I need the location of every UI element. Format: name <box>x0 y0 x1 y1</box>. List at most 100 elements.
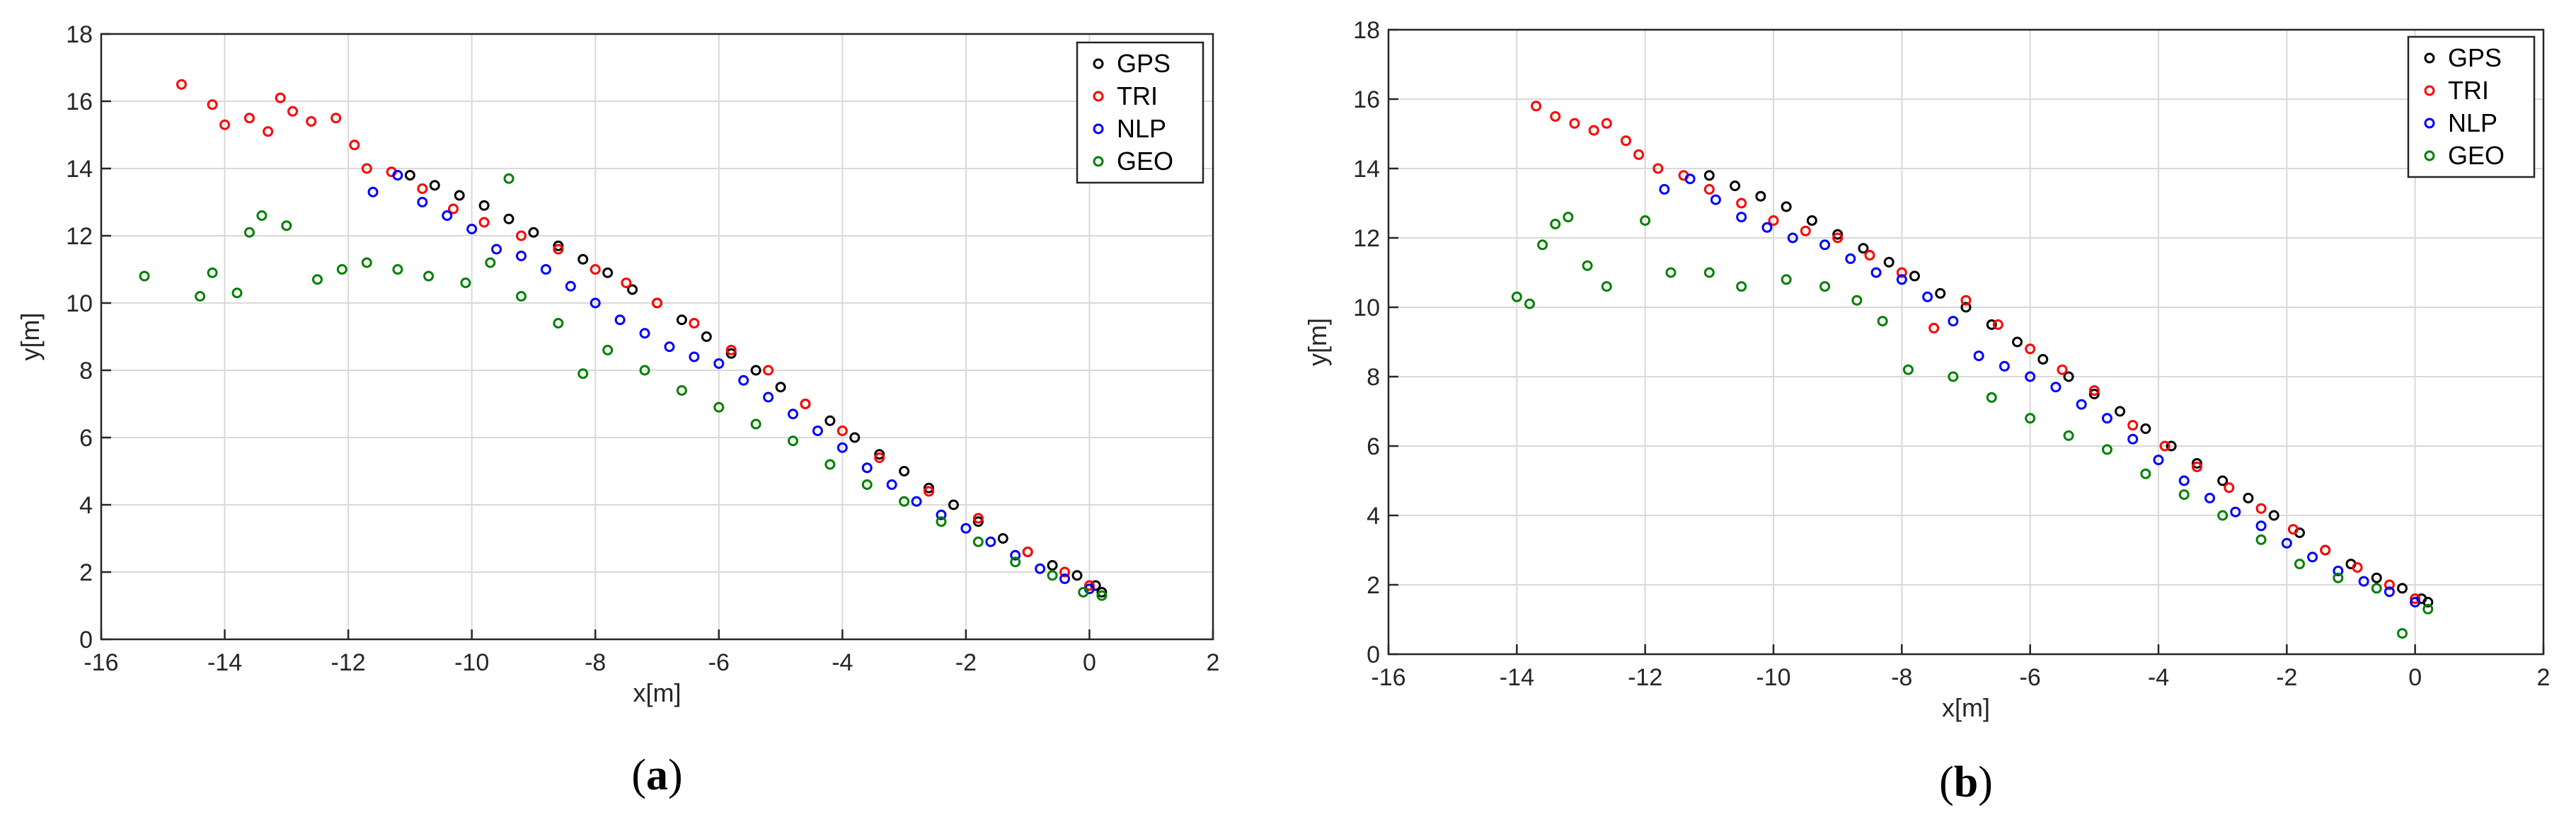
legend-box <box>1076 41 1204 184</box>
data-point-nlp <box>2178 475 2190 486</box>
x-tick-label: -2 <box>2276 664 2297 691</box>
y-tick-label: 16 <box>66 89 93 115</box>
data-point-nlp <box>2101 413 2112 424</box>
x-tick-label: 0 <box>1083 649 1096 676</box>
data-point-tri <box>2255 503 2267 514</box>
data-point-geo <box>336 264 347 275</box>
data-point-tri <box>1569 118 1580 129</box>
data-point-nlp <box>392 170 403 181</box>
x-tick-label: -16 <box>84 649 118 676</box>
y-tick-label: 0 <box>79 627 93 653</box>
data-point-nlp <box>861 462 873 474</box>
y-tick-label: 0 <box>1367 641 1380 668</box>
data-point-tri <box>1896 267 1907 278</box>
data-point-tri <box>1083 580 1095 591</box>
data-point-nlp <box>1948 316 1959 327</box>
data-point-gps <box>2063 371 2074 382</box>
data-point-geo <box>1819 281 1831 292</box>
y-tick-label: 4 <box>79 492 93 519</box>
data-point-tri <box>263 126 274 137</box>
data-point-nlp <box>1999 360 2010 372</box>
y-tick-label: 8 <box>1367 364 1380 391</box>
data-point-nlp <box>1896 274 1907 285</box>
legend-label-gps: GPS <box>2448 43 2502 72</box>
data-point-nlp <box>614 314 626 326</box>
data-point-geo <box>2294 559 2305 570</box>
data-point-gps <box>404 170 415 181</box>
y-tick-label: 8 <box>79 358 93 384</box>
data-point-tri <box>306 116 317 127</box>
data-point-nlp <box>1035 563 1046 574</box>
legend-label-nlp: NLP <box>1117 114 1166 143</box>
data-point-geo <box>1047 570 1058 581</box>
data-point-nlp <box>515 251 527 261</box>
data-point-nlp <box>689 351 700 363</box>
data-point-tri <box>2191 461 2202 472</box>
data-point-nlp <box>1736 212 1747 223</box>
data-point-nlp <box>2255 520 2267 532</box>
data-point-gps <box>1858 243 1869 254</box>
data-point-geo <box>1582 260 1593 271</box>
data-point-geo <box>1902 364 1914 375</box>
chart-panel-b: -16 -14 -12 -10 -8 -6 -4 -2 0 2 0 2 4 6 8 10 12 14 16 18 x[m… <box>1303 17 2550 806</box>
data-point-gps <box>627 284 638 295</box>
data-point-geo <box>1781 274 1792 285</box>
legend-label-nlp: NLP <box>2448 108 2497 137</box>
data-point-gps <box>1909 270 1920 282</box>
data-point-nlp <box>442 210 453 221</box>
data-point-tri <box>1768 215 1779 226</box>
data-point-tri <box>800 399 811 409</box>
data-point-tri <box>330 113 342 124</box>
data-point-geo <box>2217 510 2229 521</box>
data-point-geo <box>1736 281 1747 292</box>
data-point-gps <box>602 267 614 278</box>
figure-caption: (b) <box>1939 758 1993 806</box>
data-point-geo <box>361 257 372 268</box>
data-point-nlp <box>590 297 601 309</box>
x-tick-label: -2 <box>955 649 977 676</box>
data-point-nlp <box>812 426 823 436</box>
data-point-nlp <box>2127 433 2139 445</box>
data-point-tri <box>2352 562 2363 573</box>
legend-marker-geo <box>1093 156 1104 167</box>
data-point-gps <box>429 180 440 191</box>
data-point-tri <box>1022 547 1033 557</box>
data-point-geo <box>639 365 650 376</box>
x-tick-label: -6 <box>708 649 730 676</box>
data-point-tri <box>1703 183 1715 195</box>
x-tick-label: -8 <box>1891 664 1912 691</box>
caption-letter: b <box>1954 758 1978 806</box>
y-tick-label: 10 <box>66 290 93 317</box>
data-point-gps <box>2166 440 2177 452</box>
caption-close-paren: ) <box>668 751 683 799</box>
x-tick-label: -10 <box>1756 664 1790 691</box>
data-point-gps <box>2422 597 2434 607</box>
data-point-nlp <box>1761 222 1773 233</box>
data-point-gps <box>924 482 935 493</box>
data-point-gps <box>948 499 959 510</box>
data-point-tri <box>243 113 255 124</box>
data-point-nlp <box>1659 183 1670 195</box>
data-point-tri <box>2320 544 2331 556</box>
data-point-gps <box>701 331 712 342</box>
data-point-geo <box>972 536 984 547</box>
data-point-geo <box>195 291 206 302</box>
y-tick-label: 6 <box>79 425 93 452</box>
data-point-geo <box>231 287 243 299</box>
data-point-geo <box>2101 444 2112 455</box>
data-point-nlp <box>491 244 502 255</box>
data-point-gps <box>2012 336 2023 348</box>
plot-area <box>1388 30 2543 654</box>
x-tick-label: -8 <box>585 649 606 676</box>
data-point-nlp <box>1819 239 1831 251</box>
data-point-tri <box>1652 163 1664 174</box>
data-point-nlp <box>2410 597 2421 607</box>
caption-open-paren: ( <box>1939 758 1954 806</box>
data-point-nlp <box>2230 506 2241 518</box>
y-tick-label: 16 <box>1353 86 1380 113</box>
data-point-gps <box>899 466 910 476</box>
data-point-geo <box>485 257 496 268</box>
data-point-nlp <box>788 409 799 420</box>
series-geo <box>1511 212 2434 639</box>
